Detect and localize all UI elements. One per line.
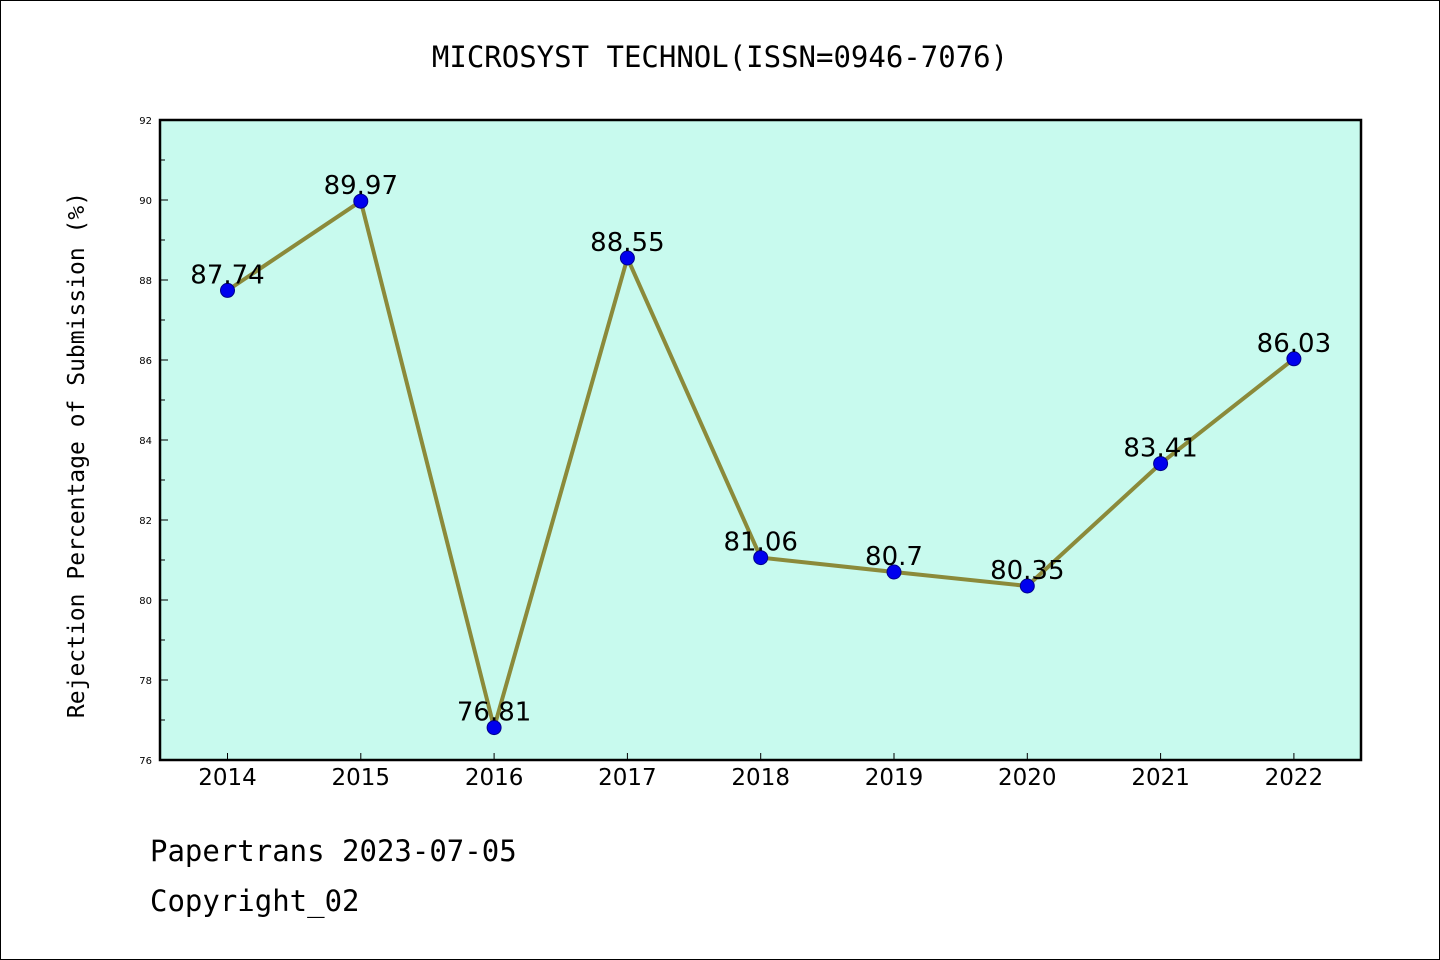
- y-tick-label: 84: [139, 436, 152, 447]
- y-tick-label: 86: [139, 356, 152, 367]
- chart-title: MICROSYST TECHNOL(ISSN=0946-7076): [432, 40, 1008, 74]
- data-point: [220, 282, 235, 298]
- y-tick-label: 82: [139, 516, 152, 527]
- y-tick-label: 76: [139, 756, 152, 767]
- series-rejection-rate: 87.74 89.97 76.81 88.55 81.06 80.7 80.35 83.41 8…: [190, 171, 1331, 736]
- x-tick-label: 2015: [332, 765, 391, 791]
- x-tick-label: 2014: [198, 765, 257, 791]
- x-tick-label: 2021: [1131, 765, 1190, 791]
- x-tick-label: 2022: [1265, 765, 1324, 791]
- data-label: 80.35: [990, 556, 1064, 586]
- y-tick-label: 88: [139, 276, 152, 287]
- data-label: 87.74: [190, 260, 264, 290]
- data-point: [1286, 351, 1302, 367]
- data-point: [1153, 456, 1169, 472]
- data-point: [753, 550, 769, 566]
- data-label: 81.06: [723, 528, 797, 558]
- x-axis: 2014 2015 2016 2017 2018 2019 2020 2021 2022: [198, 753, 1323, 791]
- data-label: 86.03: [1257, 329, 1331, 359]
- data-label: 89.97: [324, 171, 398, 201]
- y-tick-label: 90: [139, 196, 152, 207]
- data-label: 80.7: [865, 542, 923, 572]
- x-tick-label: 2017: [598, 765, 657, 791]
- y-tick-label: 80: [139, 596, 152, 607]
- x-tick-label: 2019: [865, 765, 924, 791]
- x-tick-label: 2020: [998, 765, 1057, 791]
- data-point: [486, 720, 502, 736]
- data-point: [353, 193, 369, 209]
- data-point: [1019, 578, 1035, 594]
- footer-copyright: Copyright_02: [150, 884, 360, 918]
- data-point: [619, 250, 635, 266]
- y-axis-label: Rejection Percentage of Submission (%): [64, 192, 90, 718]
- data-point: [886, 564, 902, 580]
- data-label: 76.81: [457, 698, 531, 728]
- data-label: 88.55: [590, 228, 664, 258]
- x-tick-label: 2016: [465, 765, 524, 791]
- y-tick-label: 78: [139, 676, 152, 687]
- plot-area: [158, 118, 1363, 762]
- footer-credit: Papertrans 2023-07-05: [150, 834, 517, 868]
- y-axis: 76 78 80 82 84 86 88 90 92: [139, 116, 168, 767]
- x-tick-label: 2018: [731, 765, 790, 791]
- y-tick-label: 92: [139, 116, 152, 127]
- data-label: 83.41: [1123, 434, 1197, 464]
